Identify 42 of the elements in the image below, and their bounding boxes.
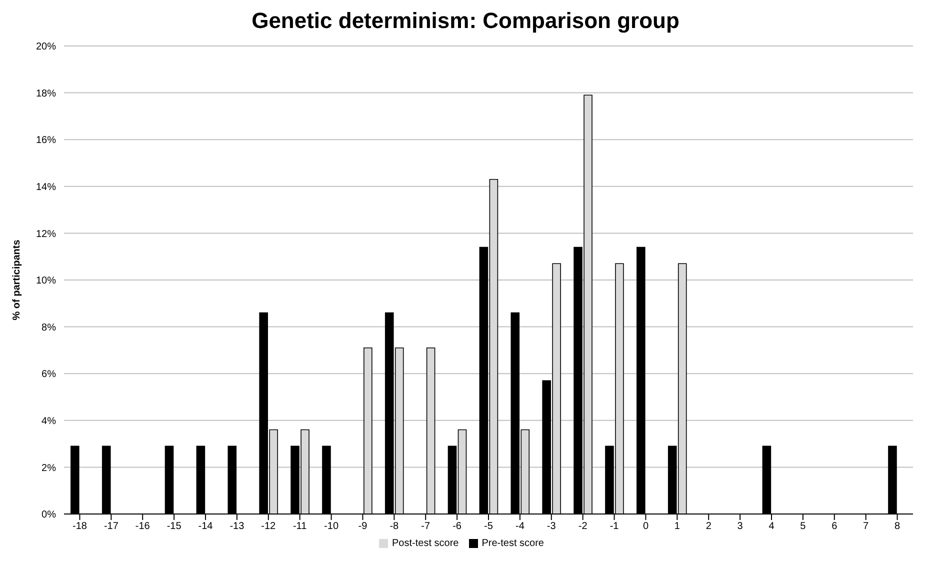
y-tick-label: 2% — [42, 462, 56, 474]
y-tick-label: 10% — [36, 276, 56, 287]
x-tick-label: -12 — [261, 521, 276, 532]
x-tick-label: -2 — [578, 521, 588, 532]
x-tick-label: -7 — [421, 521, 430, 532]
x-tick-label: -1 — [610, 521, 620, 532]
x-tick-label: 4 — [768, 521, 775, 532]
x-tick-label: 3 — [737, 521, 744, 532]
x-tick-label: 7 — [863, 521, 870, 532]
x-tick-label: -8 — [390, 521, 400, 532]
x-tick-label: 8 — [894, 521, 900, 532]
legend-label: Pre-test score — [482, 538, 544, 549]
y-tick-label: 14% — [36, 182, 56, 193]
x-tick-label: -5 — [484, 521, 494, 532]
x-tick-label: 1 — [674, 521, 680, 532]
chart-title: Genetic determinism: Comparison group — [250, 8, 680, 34]
x-tick-label: -11 — [292, 521, 308, 532]
x-tick-label: -4 — [515, 521, 525, 532]
y-tick-label: 12% — [36, 228, 56, 240]
x-tick-label: -17 — [104, 521, 119, 532]
x-tick-label: -10 — [324, 521, 339, 532]
y-tick-label: 8% — [42, 322, 56, 334]
y-tick-label: 0% — [42, 510, 56, 521]
y-tick-label: 4% — [42, 416, 56, 427]
x-tick-label: -13 — [230, 521, 245, 532]
x-tick-label: -15 — [166, 521, 182, 532]
y-tick-label: 20% — [36, 42, 56, 53]
y-tick-label: 18% — [36, 88, 56, 100]
x-tick-label: -18 — [72, 521, 88, 532]
x-tick-label: -3 — [546, 521, 556, 532]
x-tick-label: 6 — [832, 521, 838, 532]
y-axis-title: % of participants — [12, 239, 23, 320]
y-tick-label: 16% — [36, 135, 56, 146]
x-tick-label: -9 — [358, 521, 368, 532]
x-tick-label: -14 — [198, 521, 214, 532]
y-tick-label: 6% — [42, 369, 56, 380]
x-tick-label: -16 — [135, 521, 150, 532]
x-tick-label: 5 — [800, 521, 806, 532]
x-tick-label: 0 — [642, 521, 649, 532]
x-tick-label: 2 — [706, 521, 712, 532]
x-tick-label: -6 — [452, 521, 462, 532]
legend-label: Post-test score — [392, 538, 459, 549]
